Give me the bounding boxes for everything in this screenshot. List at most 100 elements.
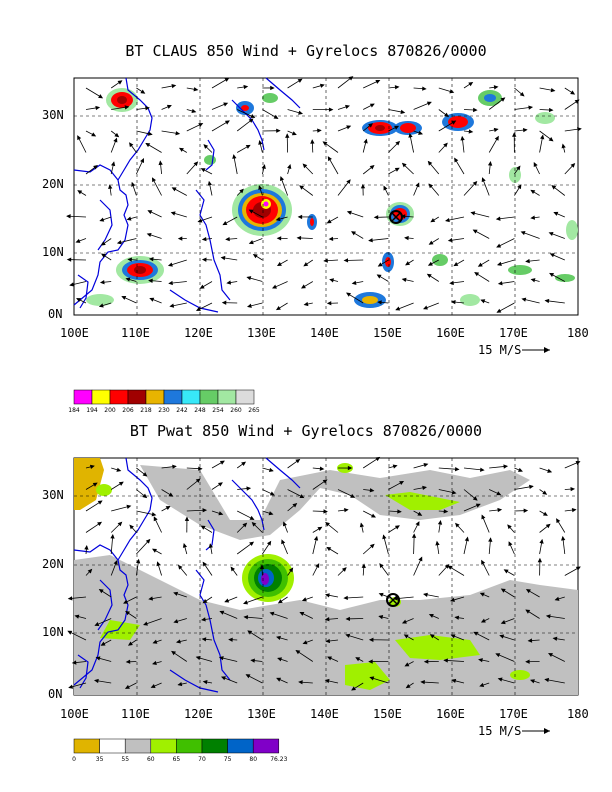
top-wind-vector-head [113, 137, 118, 143]
bottom-wind-vector-head [525, 659, 530, 664]
bottom-wind-vector-head [247, 630, 253, 635]
bottom-wind-vector-head [571, 507, 577, 513]
top-wind-vector-head [69, 282, 75, 287]
bottom-wind-vector-head [455, 522, 460, 528]
bottom-wind-vector-head [530, 679, 535, 684]
bottom-wind-vector-head [301, 597, 307, 602]
top-wind-vector-head [258, 140, 263, 145]
top-wind-vector-head [528, 105, 534, 110]
bottom-wind-vector-head [523, 508, 529, 513]
top-wind-vector-head [549, 272, 555, 277]
bottom-wind-vector-head [182, 542, 188, 548]
top-wind-vector-head [322, 141, 328, 146]
bottom-wind-vector-head [219, 610, 225, 615]
top-wind-vector-head [477, 262, 483, 267]
bottom-wind-vector-head [481, 514, 486, 520]
bottom-wind-vector-head [89, 464, 95, 469]
bottom-lon-label-170e: 170E [499, 707, 528, 721]
bottom-wind-vector-head [219, 460, 225, 465]
top-wind-vector-head [453, 262, 459, 267]
bottom-lat-label-20n: 20N [42, 557, 64, 571]
bottom-wind-vector-head [350, 493, 356, 498]
top-wind-vector-head [493, 127, 499, 133]
bottom-wind-vector-head [325, 593, 330, 598]
top-wind-vector-head [158, 160, 163, 166]
top-wind-vector-head [291, 131, 297, 136]
top-wind-vector-head [329, 278, 335, 283]
bottom-wind-vector-head [570, 486, 576, 492]
top-colorbar-label: 265 [248, 407, 260, 414]
bottom-wind-vector-head [475, 503, 481, 508]
top-wind-vector-head [497, 261, 502, 266]
top-wind-vector-head [296, 235, 302, 241]
top-wind-vector-head [376, 274, 382, 279]
top-wind-vector-head [522, 127, 528, 133]
top-wind-vector-head [549, 253, 555, 258]
top-wind-vector-head [427, 160, 433, 166]
top-wind-vector-head [496, 308, 502, 313]
top-wind-vector-head [468, 81, 474, 87]
bottom-wind-vector-head [250, 658, 255, 663]
top-wind-vector-head [99, 217, 105, 222]
bottom-wind-vector-head [177, 564, 183, 570]
top-wind-vector-head [512, 132, 517, 137]
top-wind-vector-head [300, 284, 306, 289]
bottom-colorbar-label: 75 [224, 756, 232, 763]
bottom-wind-vector-head [218, 656, 224, 661]
top-wind-vector-head [101, 253, 106, 258]
top-wind-vector-head [224, 77, 230, 82]
bottom-wind-vector-head [447, 565, 453, 570]
bottom-wind-vector-head [378, 592, 384, 597]
bottom-wind-vector-head [355, 657, 361, 662]
top-wind-vector-head [454, 157, 459, 163]
bottom-wind-vector-head [464, 536, 469, 542]
top-wind-vector-head [447, 238, 453, 243]
top-wind-vector-head [328, 236, 334, 242]
top-wind-vector-head [303, 262, 309, 267]
top-wind-vector-head [394, 125, 400, 130]
bottom-wind-vector-head [561, 535, 566, 541]
bottom-colorbar-label: 55 [121, 756, 129, 763]
top-wind-vector-head [298, 110, 303, 115]
bottom-wind-vector-head [198, 466, 203, 471]
bottom-wind-vector-head [418, 556, 423, 562]
bottom-wind-vector-head [150, 683, 156, 688]
bottom-wind-vector-head [123, 599, 129, 604]
bottom-wind-vector-head [392, 464, 398, 469]
top-wind-vector-head [551, 185, 557, 190]
bottom-wind-vector-head [202, 598, 208, 604]
bottom-wind-vector-head [371, 513, 376, 518]
bottom-colorbar-label: 70 [198, 756, 206, 763]
top-wind-vector-head [203, 144, 209, 149]
top-colorbar-label: 184 [68, 407, 80, 414]
bottom-wind-vector-head [503, 464, 509, 469]
bottom-wind-vector-head [202, 561, 207, 567]
bottom-wind-vector-head [481, 559, 486, 565]
top-wind-vector-head [530, 189, 536, 195]
bottom-colorbar-cell [124, 738, 152, 754]
top-wind-vector-head [77, 135, 82, 141]
bottom-wind-vector-head [208, 543, 213, 548]
top-wind-vector-head [191, 108, 197, 114]
top-wind-vector-head [394, 85, 400, 90]
top-wind-vector-head [460, 135, 465, 141]
bottom-wind-vector-head [276, 635, 281, 641]
top-wind-vector-head [226, 280, 232, 285]
top-lon-label-120e: 120E [184, 326, 213, 340]
top-wind-vector-head [375, 79, 381, 84]
bottom-wind-vector-head [126, 504, 132, 509]
top-colorbar-label: 254 [212, 407, 224, 414]
top-wind-vector-head [368, 238, 373, 243]
bottom-wind-vector-head [195, 655, 201, 661]
bottom-wind-vector-head [326, 546, 332, 552]
top-wind-vector-head [140, 89, 146, 94]
bottom-wind-vector-head [156, 561, 161, 567]
top-wind-vector-head [66, 257, 72, 262]
bottom-wind-vector-head [242, 522, 248, 528]
bottom-wind-vector-head [548, 653, 553, 657]
top-wind-vector-head [481, 177, 486, 183]
top-wind-vector-head [126, 216, 132, 221]
top-wind-vector-head [221, 300, 227, 305]
top-wind-vector-head [405, 261, 411, 266]
bottom-wind-vector-head [127, 641, 133, 646]
